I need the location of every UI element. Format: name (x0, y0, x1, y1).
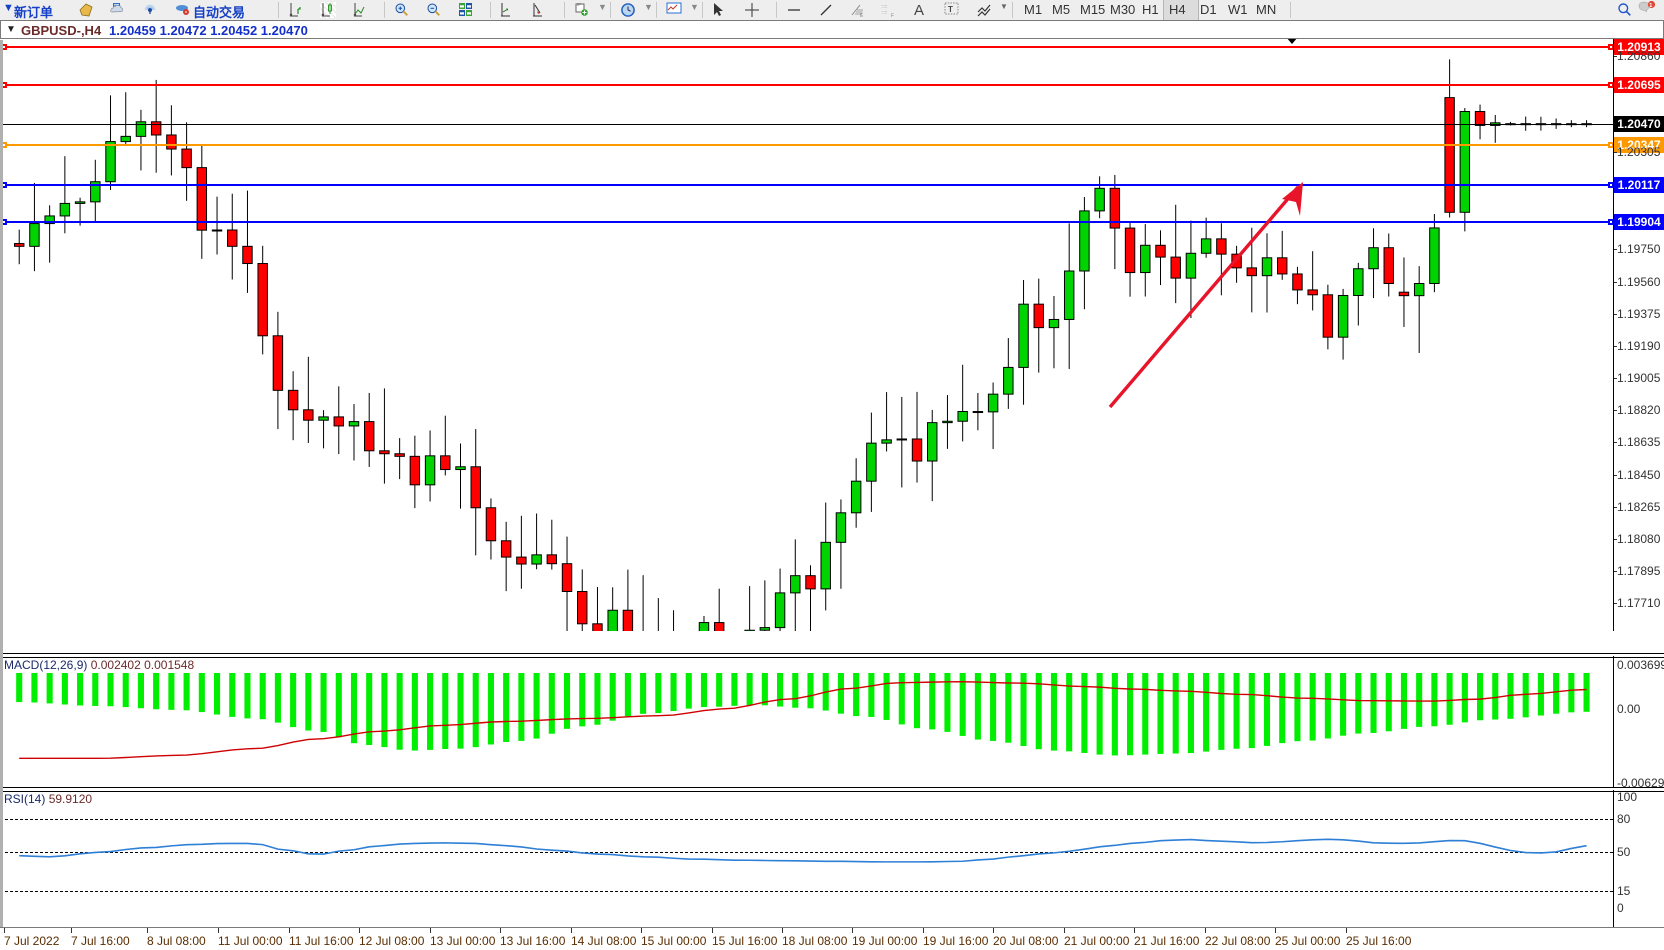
svg-text:F: F (891, 13, 894, 18)
svg-text:::::: :::: (882, 10, 888, 16)
svg-text:T: T (948, 5, 953, 14)
svg-text:1: 1 (1649, 3, 1652, 9)
svg-text:E: E (860, 13, 864, 18)
